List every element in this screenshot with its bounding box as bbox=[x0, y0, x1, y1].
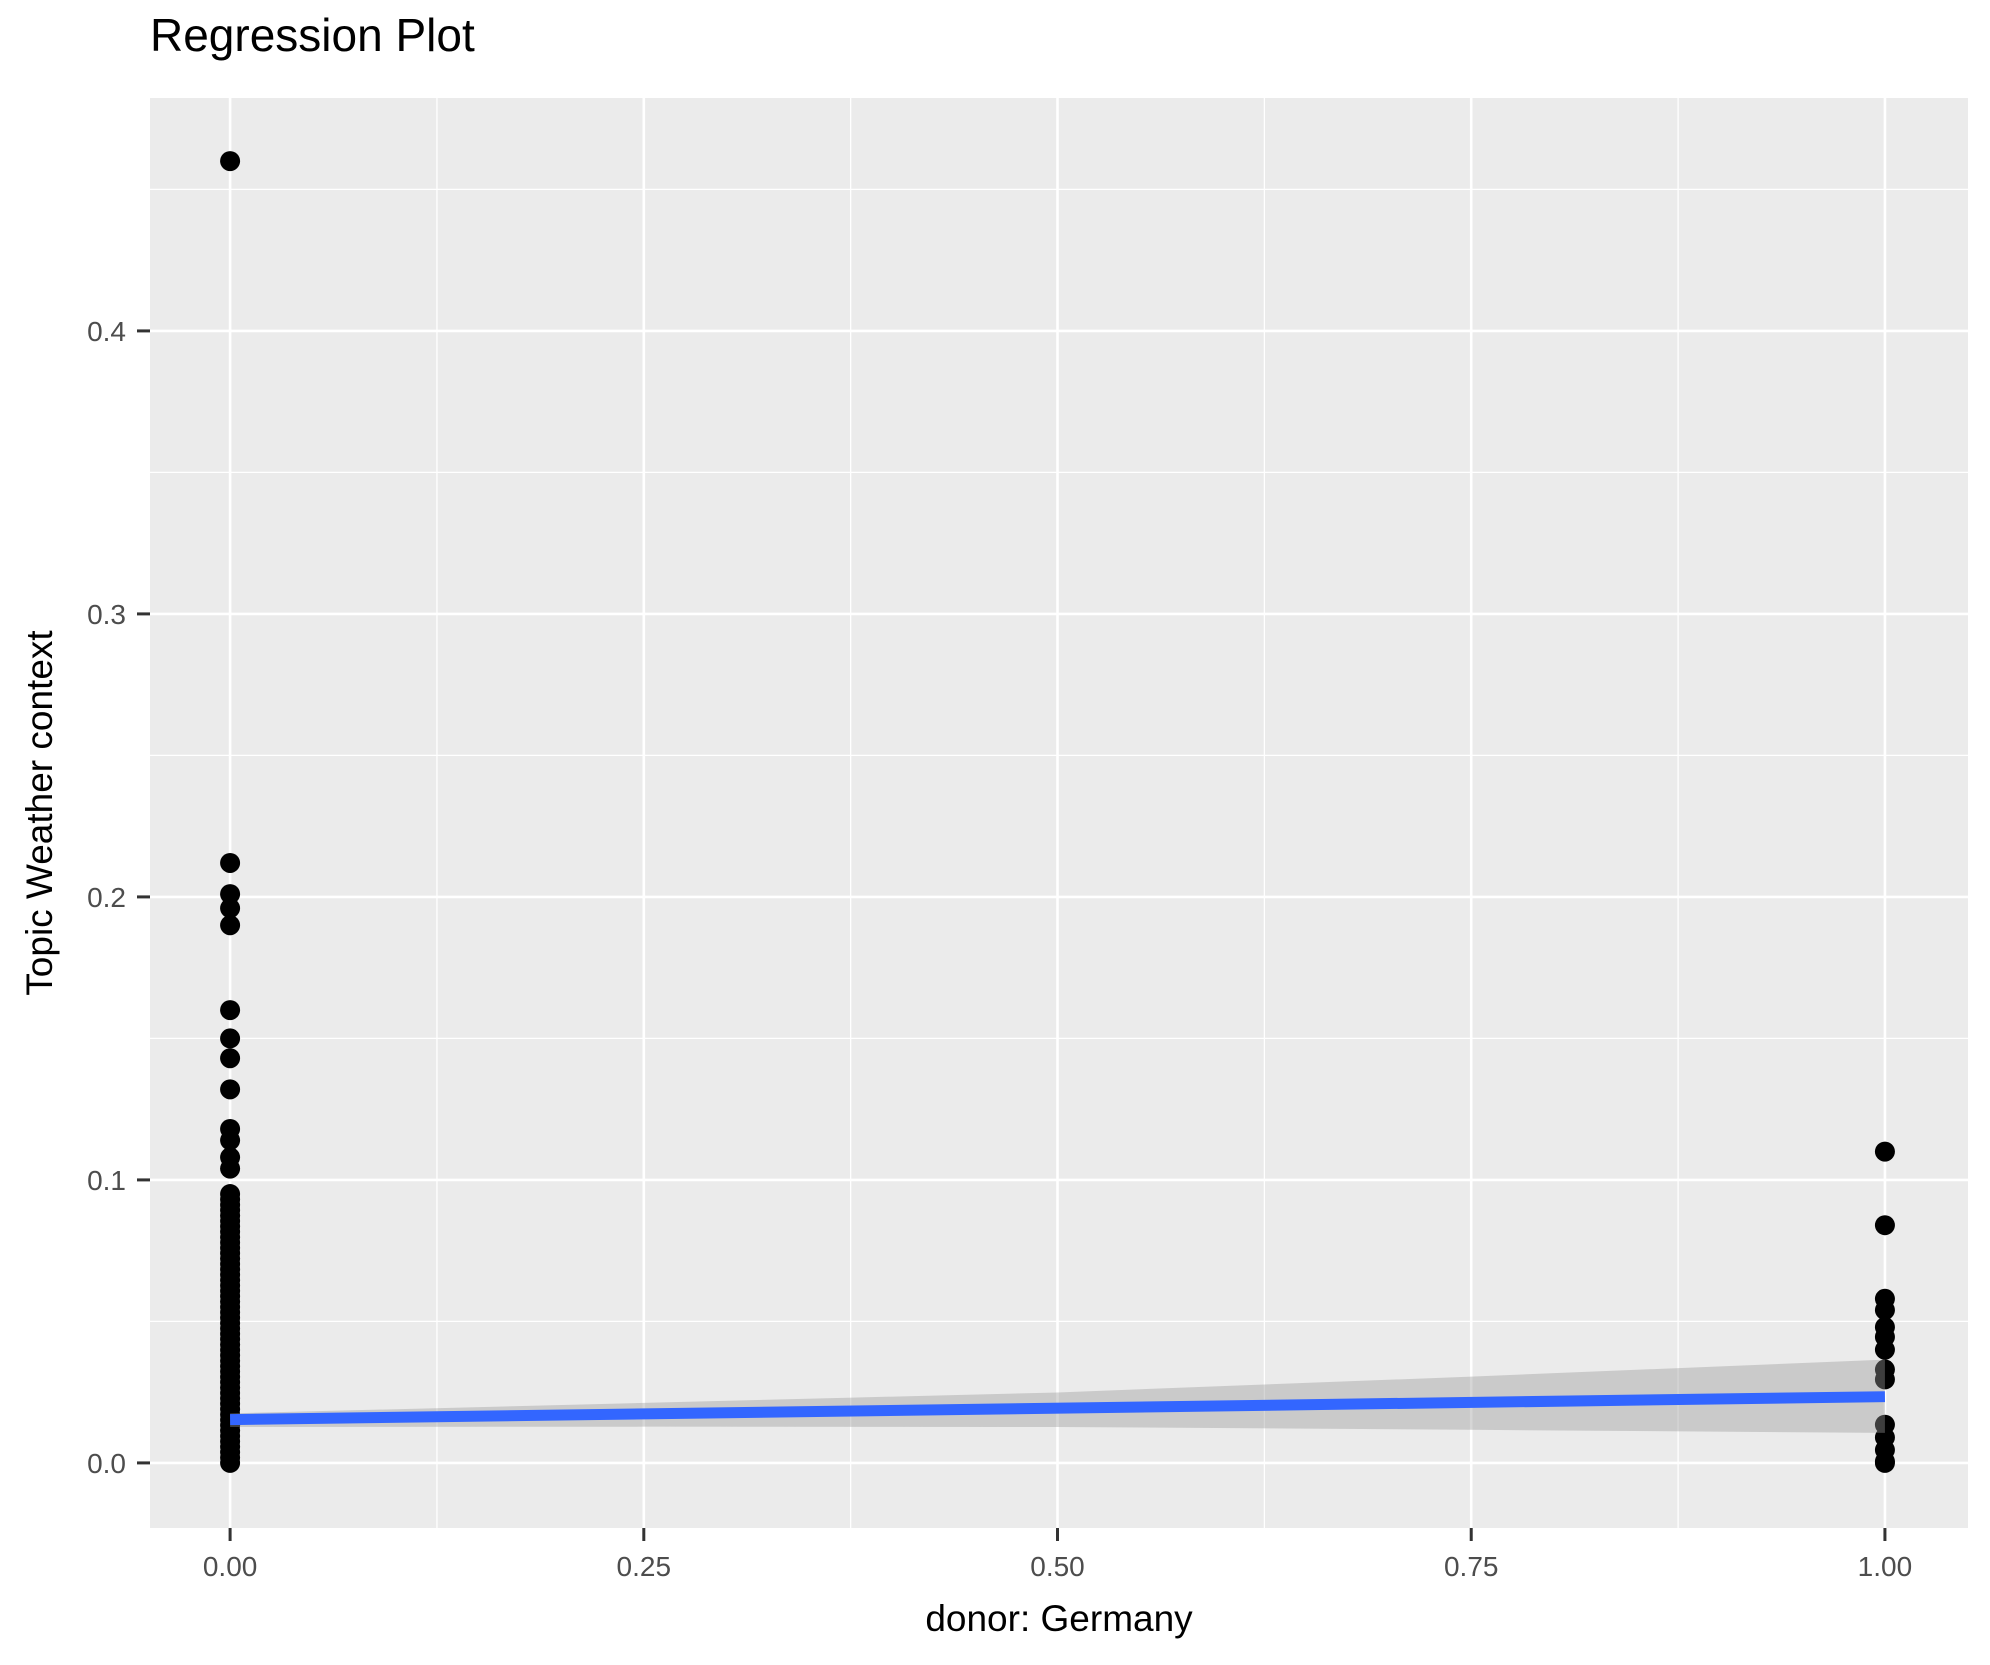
plot-title: Regression Plot bbox=[150, 9, 475, 61]
data-point bbox=[220, 915, 241, 936]
x-tick-label: 0.50 bbox=[1030, 1551, 1085, 1582]
data-point bbox=[220, 1130, 241, 1151]
data-point bbox=[220, 1000, 241, 1021]
data-point bbox=[1874, 1300, 1895, 1321]
y-tick-label: 0.3 bbox=[87, 599, 126, 630]
y-tick-label: 0.4 bbox=[87, 316, 126, 347]
data-point bbox=[220, 151, 241, 172]
data-point bbox=[220, 852, 241, 873]
x-tick-label: 1.00 bbox=[1858, 1551, 1913, 1582]
data-point bbox=[1874, 1339, 1895, 1360]
data-point bbox=[220, 1452, 241, 1473]
data-point bbox=[220, 884, 241, 905]
data-point bbox=[220, 1028, 241, 1049]
data-point bbox=[1874, 1452, 1895, 1473]
data-point bbox=[1874, 1215, 1895, 1236]
y-tick-label: 0.2 bbox=[87, 882, 126, 913]
data-point bbox=[220, 1079, 241, 1100]
data-point bbox=[1874, 1369, 1895, 1390]
data-point bbox=[220, 1158, 241, 1179]
x-tick-label: 0.75 bbox=[1444, 1551, 1499, 1582]
x-tick-label: 0.25 bbox=[617, 1551, 672, 1582]
y-axis-title: Topic Weather context bbox=[19, 630, 60, 996]
data-point bbox=[220, 898, 241, 919]
regression-line bbox=[230, 1391, 1886, 1426]
y-tick-label: 0.1 bbox=[87, 1165, 126, 1196]
x-tick-label: 0.00 bbox=[203, 1551, 258, 1582]
data-point bbox=[220, 1048, 241, 1069]
x-axis-title: donor: Germany bbox=[925, 1598, 1193, 1639]
y-tick-label: 0.0 bbox=[87, 1448, 126, 1479]
panel-background bbox=[150, 98, 1968, 1528]
data-point bbox=[1874, 1141, 1895, 1162]
